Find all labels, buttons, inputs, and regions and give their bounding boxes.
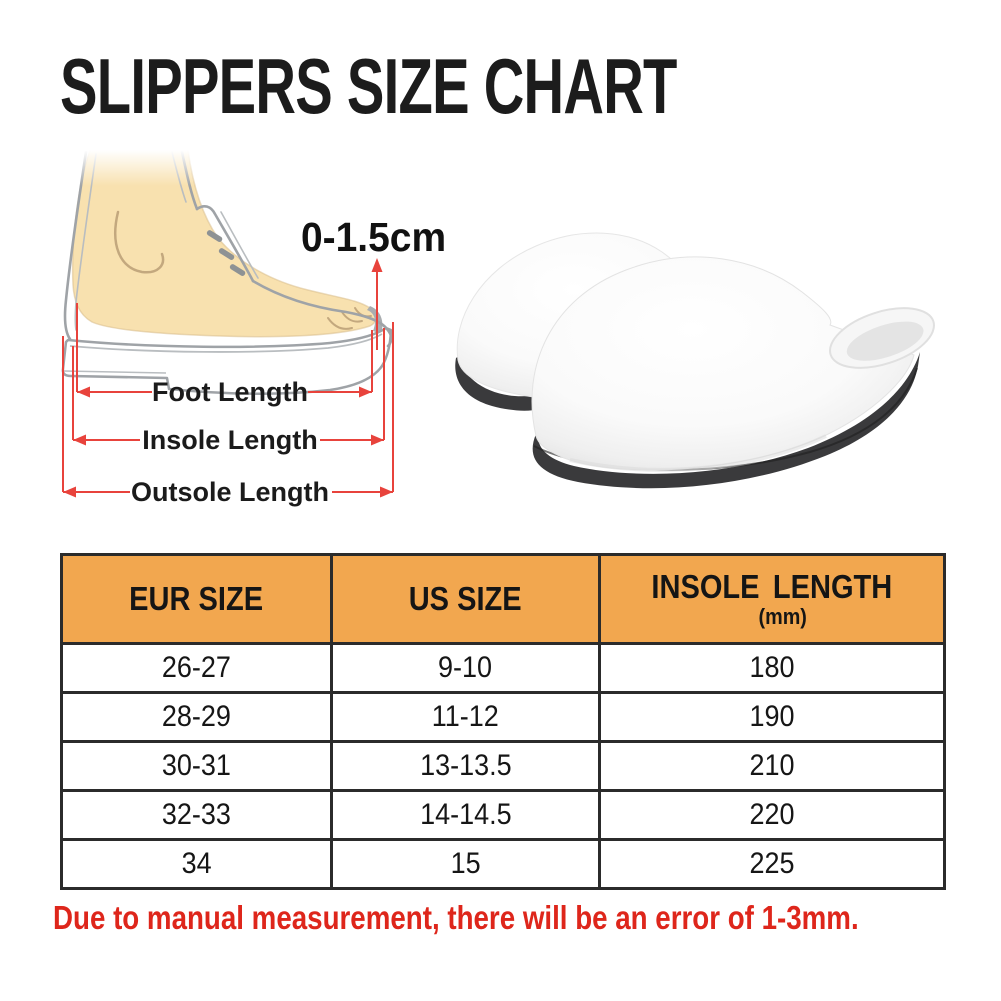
table-cell: 14-14.5 bbox=[330, 789, 601, 841]
table-cell: 225 bbox=[598, 838, 946, 890]
unit-label: (mm) bbox=[758, 603, 808, 629]
table-row: 32-33 14-14.5 220 bbox=[60, 789, 946, 841]
insole-edge-line bbox=[69, 333, 383, 353]
ankle-bone-line bbox=[114, 210, 165, 274]
table-row: 26-27 9-10 180 bbox=[60, 642, 946, 694]
table-row: 30-31 13-13.5 210 bbox=[60, 740, 946, 792]
slippers-photo bbox=[455, 232, 935, 489]
table-cell: 11-12 bbox=[330, 691, 601, 743]
front-slipper bbox=[531, 256, 935, 489]
shoe-outline bbox=[63, 150, 393, 348]
foot-length-label: Foot Length bbox=[152, 377, 308, 407]
measurement-disclaimer: Due to manual measurement, there will be… bbox=[53, 899, 859, 936]
col-header-insole-length: INSOLE LENGTH (mm) bbox=[598, 553, 946, 645]
insole-length-label: Insole Length bbox=[142, 425, 318, 455]
outsole-length-label: Outsole Length bbox=[131, 477, 329, 507]
table-cell: 32-33 bbox=[60, 789, 333, 841]
size-table-container: EUR SIZE US SIZE INSOLE LENGTH (mm) 26-2… bbox=[60, 553, 946, 890]
lace-marks bbox=[206, 230, 246, 276]
measurement-lines bbox=[62, 264, 394, 493]
toe-gap-tolerance-label: 0-1.5cm bbox=[301, 214, 447, 260]
page-title: SLIPPERS SIZE CHART bbox=[60, 42, 677, 130]
table-cell: 13-13.5 bbox=[330, 740, 601, 792]
table-row: 28-29 11-12 190 bbox=[60, 691, 946, 743]
col-header-us-size: US SIZE bbox=[330, 553, 601, 645]
table-cell: 220 bbox=[598, 789, 946, 841]
measurement-arrowheads bbox=[63, 258, 393, 498]
shoe-sole-outline bbox=[61, 326, 393, 396]
sole-step-line bbox=[63, 370, 167, 374]
slipper-opening bbox=[829, 307, 935, 369]
table-cell: 210 bbox=[598, 740, 946, 792]
toe-gap-shading bbox=[367, 306, 383, 334]
table-cell: 34 bbox=[60, 838, 333, 890]
size-table: EUR SIZE US SIZE INSOLE LENGTH (mm) 26-2… bbox=[60, 553, 946, 890]
table-cell: 30-31 bbox=[60, 740, 333, 792]
table-cell: 15 bbox=[330, 838, 601, 890]
leg-fade bbox=[66, 150, 202, 186]
table-cell: 28-29 bbox=[60, 691, 333, 743]
header-row: EUR SIZE US SIZE INSOLE LENGTH (mm) bbox=[60, 553, 946, 645]
foot-measurement-diagram: Foot Length Insole Length Outsole Length bbox=[61, 150, 394, 507]
col-header-eur-size: EUR SIZE bbox=[60, 553, 333, 645]
table-cell: 9-10 bbox=[330, 642, 601, 694]
table-cell: 180 bbox=[598, 642, 946, 694]
table-row: 34 15 225 bbox=[60, 838, 946, 890]
table-cell: 190 bbox=[598, 691, 946, 743]
table-cell: 26-27 bbox=[60, 642, 333, 694]
